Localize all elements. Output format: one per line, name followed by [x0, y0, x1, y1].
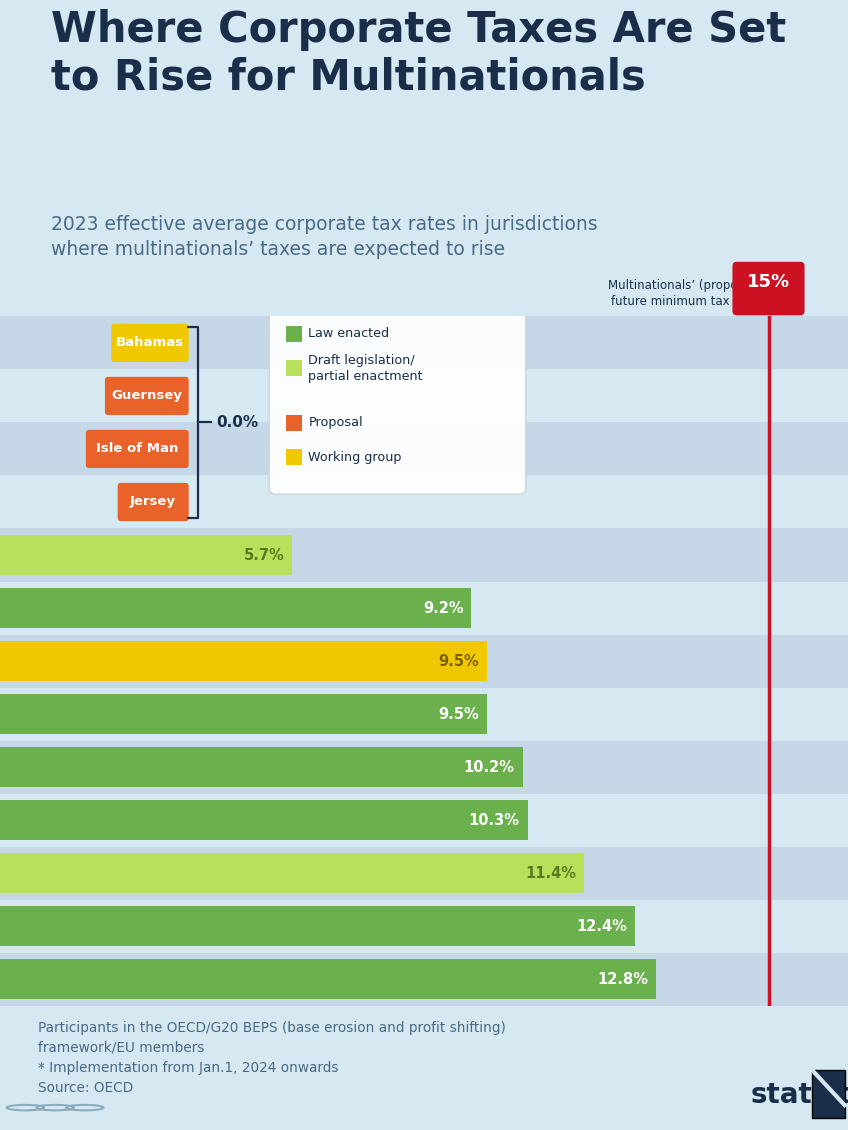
Text: Bahamas: Bahamas — [116, 337, 184, 349]
Text: 2023 effective average corporate tax rates in jurisdictions
where multinationals: 2023 effective average corporate tax rat… — [51, 215, 598, 259]
Text: 5.7%: 5.7% — [243, 548, 284, 563]
Bar — [0, 959, 656, 999]
Text: Where Corporate Taxes Are Set
to Rise for Multinationals: Where Corporate Taxes Are Set to Rise fo… — [51, 9, 786, 98]
FancyBboxPatch shape — [86, 429, 188, 468]
Text: Draft legislation/
partial enactment: Draft legislation/ partial enactment — [309, 354, 423, 383]
Text: 12.4%: 12.4% — [577, 919, 628, 933]
Bar — [0, 953, 848, 1006]
Text: Proposal: Proposal — [309, 417, 363, 429]
Bar — [0, 476, 848, 529]
FancyBboxPatch shape — [105, 376, 188, 415]
Bar — [287, 360, 302, 376]
Text: 11.4%: 11.4% — [525, 866, 576, 880]
Bar — [0, 747, 522, 788]
Text: 0.0%: 0.0% — [216, 415, 259, 429]
Bar — [0, 635, 848, 687]
Bar — [0, 423, 848, 476]
Text: 12.8%: 12.8% — [597, 972, 648, 986]
Bar — [0, 529, 848, 582]
Text: 15%: 15% — [747, 273, 790, 290]
Bar — [0, 740, 848, 793]
Text: Law enacted: Law enacted — [309, 328, 389, 340]
Bar — [0, 793, 848, 846]
Bar — [287, 325, 302, 342]
FancyBboxPatch shape — [733, 262, 805, 315]
Bar — [0, 687, 848, 740]
Bar — [0, 846, 848, 899]
Bar — [0, 641, 487, 681]
Text: statista: statista — [750, 1081, 848, 1110]
Bar — [0, 534, 292, 575]
Text: 9.5%: 9.5% — [438, 653, 479, 669]
Text: Guernsey: Guernsey — [111, 390, 182, 402]
Text: Multinationals’ (proposed)
future minimum tax rate*: Multinationals’ (proposed) future minimu… — [608, 279, 763, 308]
Text: 10.2%: 10.2% — [464, 759, 515, 774]
Bar — [0, 694, 487, 734]
Bar — [287, 415, 302, 431]
Bar — [287, 450, 302, 466]
Bar — [0, 853, 584, 894]
FancyBboxPatch shape — [812, 1070, 845, 1118]
Bar — [0, 582, 848, 635]
FancyBboxPatch shape — [270, 307, 526, 494]
FancyBboxPatch shape — [118, 483, 188, 521]
Text: Participants in the OECD/G20 BEPS (base erosion and profit shifting)
framework/E: Participants in the OECD/G20 BEPS (base … — [38, 1020, 506, 1095]
Text: Jersey: Jersey — [131, 495, 176, 508]
Text: 9.5%: 9.5% — [438, 706, 479, 722]
Bar — [0, 588, 471, 628]
Bar — [0, 906, 635, 946]
Bar — [0, 370, 848, 423]
FancyBboxPatch shape — [111, 324, 188, 362]
Bar — [0, 800, 527, 841]
Text: 9.2%: 9.2% — [423, 600, 463, 616]
Text: Working group: Working group — [309, 451, 402, 464]
Bar — [0, 316, 848, 370]
Text: 10.3%: 10.3% — [469, 812, 520, 827]
Text: Isle of Man: Isle of Man — [96, 443, 178, 455]
Bar — [0, 899, 848, 953]
